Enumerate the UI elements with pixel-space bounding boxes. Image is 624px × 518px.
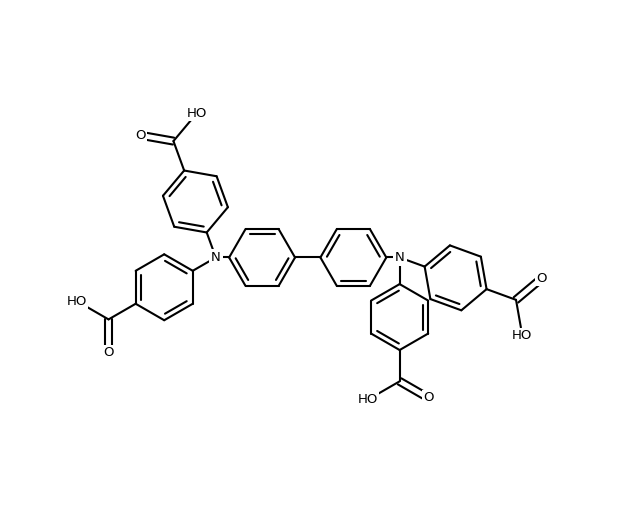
- Text: HO: HO: [358, 393, 378, 406]
- Text: O: O: [104, 346, 114, 359]
- Text: HO: HO: [512, 329, 532, 342]
- Text: N: N: [395, 251, 404, 264]
- Text: HO: HO: [187, 107, 207, 120]
- Text: HO: HO: [67, 295, 87, 308]
- Text: O: O: [536, 272, 547, 285]
- Text: O: O: [135, 129, 146, 142]
- Text: N: N: [211, 251, 221, 264]
- Text: O: O: [423, 392, 434, 405]
